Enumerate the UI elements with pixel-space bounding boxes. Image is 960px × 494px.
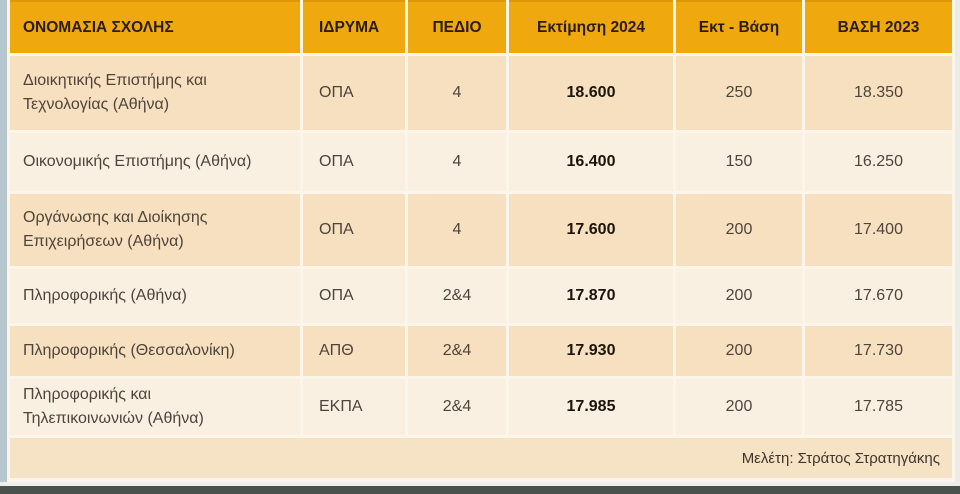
cell-base-2023: 17.670 <box>805 269 952 323</box>
credit-text: Μελέτη: Στράτος Στρατηγάκης <box>10 438 952 478</box>
column-header-institution: ΙΔΡΥΜΑ <box>303 0 405 53</box>
cell-institution: ΑΠΘ <box>303 326 405 376</box>
cell-institution: ΟΠΑ <box>303 269 405 323</box>
cell-base-2023: 17.730 <box>805 326 952 376</box>
cell-estimate-minus-base: 200 <box>676 379 802 435</box>
cell-estimate-2024: 17.870 <box>509 269 673 323</box>
cell-estimate-2024: 17.600 <box>509 194 673 266</box>
cell-base-2023: 17.400 <box>805 194 952 266</box>
cell-institution: ΟΠΑ <box>303 56 405 130</box>
cell-estimate-2024: 17.930 <box>509 326 673 376</box>
admission-scores-table: ΟΝΟΜΑΣΙΑ ΣΧΟΛΗΣ ΙΔΡΥΜΑ ΠΕΔΙΟ Εκτίμηση 20… <box>7 0 955 481</box>
cell-field: 4 <box>408 194 506 266</box>
table-row: Πληροφορικής (Αθήνα) ΟΠΑ 2&4 17.870 200 … <box>10 269 952 323</box>
table-row: Πληροφορικής (Θεσσαλονίκη) ΑΠΘ 2&4 17.93… <box>10 326 952 376</box>
cell-school: Οικονομικής Επιστήμης (Αθήνα) <box>10 133 300 191</box>
cell-base-2023: 16.250 <box>805 133 952 191</box>
cell-base-2023: 18.350 <box>805 56 952 130</box>
column-header-estimate-2024: Εκτίμηση 2024 <box>509 0 673 53</box>
cell-institution: ΟΠΑ <box>303 133 405 191</box>
right-edge-strip <box>955 0 960 486</box>
cell-estimate-2024: 17.985 <box>509 379 673 435</box>
table-row: Διοικητικής Επιστήμης και Τεχνολογίας (Α… <box>10 56 952 130</box>
bottom-divider-line <box>0 482 960 486</box>
cell-estimate-minus-base: 150 <box>676 133 802 191</box>
column-header-school-name: ΟΝΟΜΑΣΙΑ ΣΧΟΛΗΣ <box>10 0 300 53</box>
cell-institution: ΕΚΠΑ <box>303 379 405 435</box>
table-row: Οργάνωσης και Διοίκησης Επιχειρήσεων (Αθ… <box>10 194 952 266</box>
cell-base-2023: 17.785 <box>805 379 952 435</box>
cell-field: 4 <box>408 133 506 191</box>
cell-school: Οργάνωσης και Διοίκησης Επιχειρήσεων (Αθ… <box>10 194 300 266</box>
table-row: Πληροφορικής και Τηλεπικοινωνιών (Αθήνα)… <box>10 379 952 435</box>
cell-school: Πληροφορικής (Θεσσαλονίκη) <box>10 326 300 376</box>
left-edge-strip <box>0 0 7 486</box>
column-header-estimate-minus-base: Εκτ - Βάση <box>676 0 802 53</box>
column-header-field: ΠΕΔΙΟ <box>408 0 506 53</box>
cell-school: Διοικητικής Επιστήμης και Τεχνολογίας (Α… <box>10 56 300 130</box>
cell-estimate-2024: 18.600 <box>509 56 673 130</box>
cell-estimate-minus-base: 250 <box>676 56 802 130</box>
cell-estimate-minus-base: 200 <box>676 194 802 266</box>
cell-field: 2&4 <box>408 326 506 376</box>
cell-school: Πληροφορικής (Αθήνα) <box>10 269 300 323</box>
column-header-base-2023: ΒΑΣΗ 2023 <box>805 0 952 53</box>
cell-institution: ΟΠΑ <box>303 194 405 266</box>
cell-field: 4 <box>408 56 506 130</box>
cell-estimate-minus-base: 200 <box>676 326 802 376</box>
credit-row: Μελέτη: Στράτος Στρατηγάκης <box>10 438 952 478</box>
cell-estimate-2024: 16.400 <box>509 133 673 191</box>
admission-scores-table-wrap: ΟΝΟΜΑΣΙΑ ΣΧΟΛΗΣ ΙΔΡΥΜΑ ΠΕΔΙΟ Εκτίμηση 20… <box>7 0 955 481</box>
cell-school: Πληροφορικής και Τηλεπικοινωνιών (Αθήνα) <box>10 379 300 435</box>
cell-field: 2&4 <box>408 269 506 323</box>
table-row: Οικονομικής Επιστήμης (Αθήνα) ΟΠΑ 4 16.4… <box>10 133 952 191</box>
cell-estimate-minus-base: 200 <box>676 269 802 323</box>
table-header-row: ΟΝΟΜΑΣΙΑ ΣΧΟΛΗΣ ΙΔΡΥΜΑ ΠΕΔΙΟ Εκτίμηση 20… <box>10 0 952 53</box>
cell-field: 2&4 <box>408 379 506 435</box>
bottom-edge-bar <box>0 486 960 494</box>
